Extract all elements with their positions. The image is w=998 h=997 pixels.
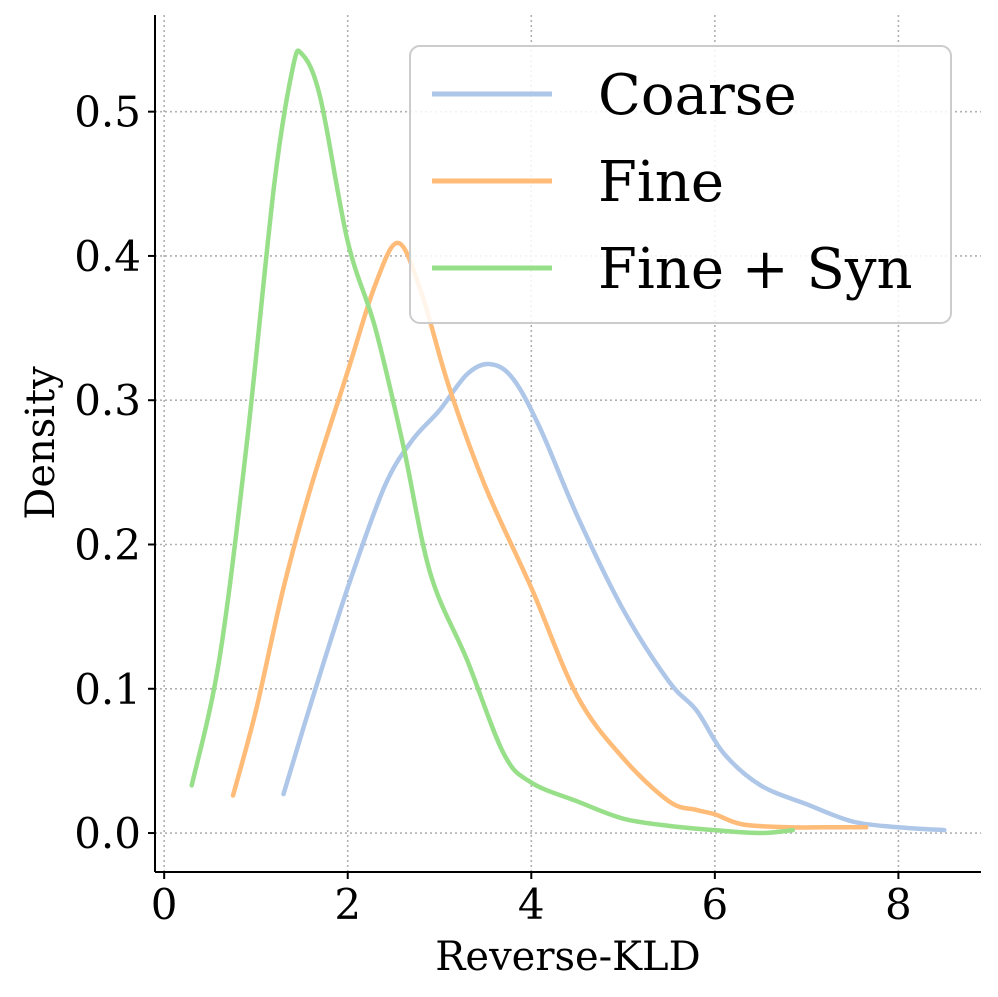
y-tick-label-4: 0.4 — [74, 232, 141, 281]
legend-label-fine: Fine — [598, 150, 724, 215]
y-tick-label-2: 0.2 — [74, 520, 141, 569]
x-tick-label-4: 8 — [885, 880, 912, 929]
plot-series — [189, 48, 947, 836]
x-axis-title: Reverse-KLD — [435, 934, 700, 980]
x-tick-label-1: 2 — [334, 880, 361, 929]
y-tick-label-0: 0.0 — [74, 809, 141, 858]
y-tick-label-1: 0.1 — [74, 665, 141, 714]
legend: Coarse Fine Fine + Syn — [409, 45, 952, 324]
y-tick-label-3: 0.3 — [74, 376, 141, 425]
series-line-fine-syn — [189, 48, 796, 836]
series-line-coarse — [281, 361, 947, 833]
y-tick-label-5: 0.5 — [74, 88, 141, 137]
y-axis-ticks: 0.0 0.1 0.2 0.3 0.4 0.5 — [74, 88, 155, 858]
x-axis-ticks: 0 2 4 6 8 — [151, 872, 912, 929]
x-tick-label-0: 0 — [151, 880, 178, 929]
legend-frame — [409, 45, 952, 324]
y-axis-title: Density — [18, 366, 64, 520]
legend-label-coarse: Coarse — [598, 63, 797, 128]
x-tick-label-2: 4 — [518, 880, 545, 929]
legend-label-fine-syn: Fine + Syn — [598, 237, 913, 302]
x-tick-label-3: 6 — [701, 880, 728, 929]
series-line-fine — [230, 240, 869, 830]
